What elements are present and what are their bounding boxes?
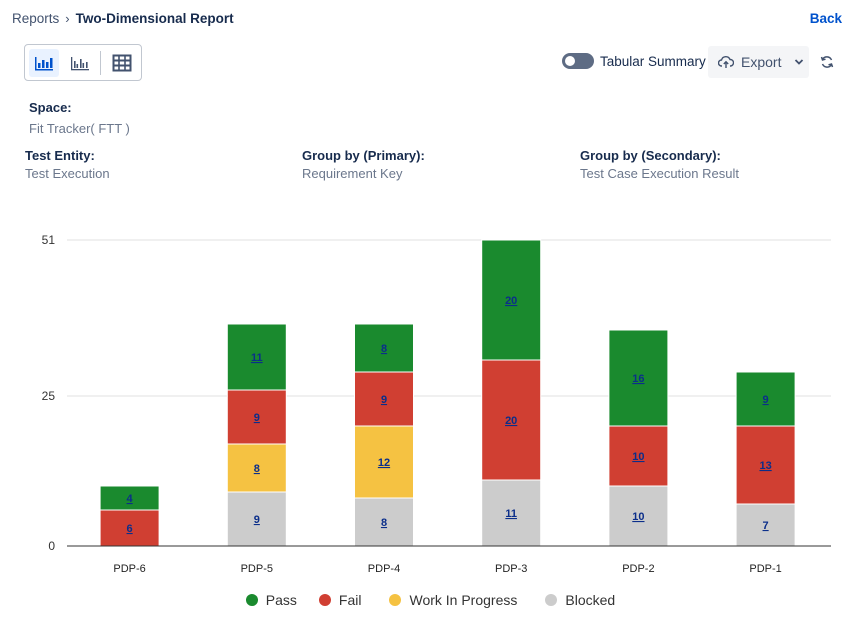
bar-value-label[interactable]: 11 (251, 352, 263, 364)
chevron-right-icon: › (65, 11, 70, 26)
bar-segment-wip[interactable] (354, 425, 414, 499)
y-tick-label: 51 (42, 233, 56, 247)
group-primary-label: Group by (Primary): (302, 148, 425, 163)
stacked-bar-chart-icon (34, 56, 53, 70)
x-category-label: PDP-3 (495, 563, 527, 575)
bar-value-label[interactable]: 7 (763, 520, 769, 532)
legend-item[interactable]: Pass (245, 592, 297, 608)
back-button[interactable]: Back (809, 11, 842, 26)
bar-value-label[interactable]: 12 (378, 457, 390, 469)
bar-value-label[interactable]: 9 (381, 394, 387, 406)
export-label: Export (741, 54, 782, 70)
refresh-icon (820, 56, 834, 68)
space-value: Fit Tracker( FTT ) (29, 121, 130, 136)
bar-segment-blocked[interactable] (735, 503, 796, 547)
refresh-button[interactable] (818, 53, 836, 71)
y-tick-label: 25 (42, 389, 56, 403)
group-secondary-value: Test Case Execution Result (580, 166, 739, 181)
bar-value-label[interactable]: 8 (381, 517, 387, 529)
space-label: Space: (29, 100, 72, 115)
bar-segment-fail[interactable] (99, 509, 160, 547)
bar-value-label[interactable]: 9 (254, 514, 260, 526)
bar-segment-blocked[interactable] (481, 479, 542, 547)
tabular-summary-label: Tabular Summary (600, 53, 706, 69)
view-divider (100, 50, 102, 75)
cloud-upload-icon (718, 56, 734, 68)
bar-value-label[interactable]: 8 (381, 343, 387, 355)
bar-value-label[interactable]: 6 (127, 523, 133, 535)
legend-dot-icon (318, 594, 331, 606)
bar-segment-fail[interactable] (608, 425, 669, 487)
bar-segment-fail[interactable] (481, 359, 542, 481)
view-switcher (24, 44, 142, 81)
grouped-bar-chart-icon (70, 56, 89, 70)
bar-value-label[interactable]: 8 (254, 463, 260, 475)
test-entity-value: Test Execution (25, 166, 110, 181)
stacked-bar-view-button[interactable] (29, 48, 59, 77)
legend-dot-icon (545, 594, 558, 606)
bar-value-label[interactable]: 4 (127, 493, 134, 505)
test-entity-label: Test Entity: (25, 148, 95, 163)
legend-item[interactable]: Blocked (545, 592, 615, 608)
x-category-label: PDP-2 (622, 563, 654, 575)
bar-segment-blocked[interactable] (354, 497, 414, 547)
bar-value-label[interactable]: 16 (632, 373, 644, 385)
legend-item[interactable]: Work In Progress (389, 592, 517, 608)
x-category-label: PDP-4 (368, 563, 400, 575)
bar-value-label[interactable]: 10 (632, 451, 644, 463)
legend-label: Pass (265, 592, 297, 608)
stacked-bar-chart: 0 25 51 6 4 PDP-6 9 8 9 11 PDP-5 8 12 9 8 PDP-4 11 20 20 PD… (42, 233, 831, 575)
export-button[interactable]: Export (708, 46, 809, 78)
bar-value-label[interactable]: 20 (505, 415, 517, 427)
legend-label: Work In Progress (409, 592, 518, 608)
legend-dot-icon (389, 594, 402, 606)
legend-label: Fail (338, 592, 362, 608)
bar-value-label[interactable]: 9 (254, 412, 260, 424)
table-view-button[interactable] (107, 49, 137, 77)
bar-segment-pass[interactable] (481, 239, 542, 361)
toggle-switch[interactable] (562, 53, 594, 69)
bar-segment-fail[interactable] (354, 371, 414, 427)
x-category-label: PDP-5 (241, 563, 273, 575)
chevron-down-icon (795, 59, 804, 65)
bar-segment-fail[interactable] (735, 425, 796, 505)
group-secondary-label: Group by (Secondary): (580, 148, 721, 163)
x-category-label: PDP-6 (113, 563, 145, 575)
y-tick-label: 0 (48, 539, 55, 553)
legend-dot-icon (245, 594, 258, 606)
grouped-bar-view-button[interactable] (65, 49, 95, 77)
bar-value-label[interactable]: 9 (763, 394, 769, 406)
bar-value-label[interactable]: 13 (759, 460, 771, 472)
bar-segment-pass[interactable] (354, 323, 414, 373)
legend-item[interactable]: Fail (318, 592, 362, 608)
tabular-summary-toggle[interactable]: Tabular Summary (562, 53, 706, 69)
table-grid-icon (112, 54, 132, 71)
bar-value-label[interactable]: 10 (632, 511, 644, 523)
bar-segment-pass[interactable] (735, 371, 796, 427)
chart-legend: Pass Fail Work In Progress Blocked (0, 592, 861, 608)
bar-segment-pass[interactable] (608, 329, 669, 427)
bar-segment-pass[interactable] (99, 485, 160, 511)
page-title: Two-Dimensional Report (75, 11, 234, 26)
bar-segment-pass[interactable] (226, 323, 287, 391)
bar-value-label[interactable]: 20 (505, 295, 517, 307)
legend-label: Blocked (565, 592, 616, 608)
group-primary-value: Requirement Key (302, 166, 403, 181)
x-category-label: PDP-1 (749, 563, 781, 575)
breadcrumb-reports-link[interactable]: Reports (12, 11, 60, 26)
bar-value-label[interactable]: 11 (505, 508, 517, 520)
breadcrumb: Reports › Two-Dimensional Report (12, 11, 234, 26)
